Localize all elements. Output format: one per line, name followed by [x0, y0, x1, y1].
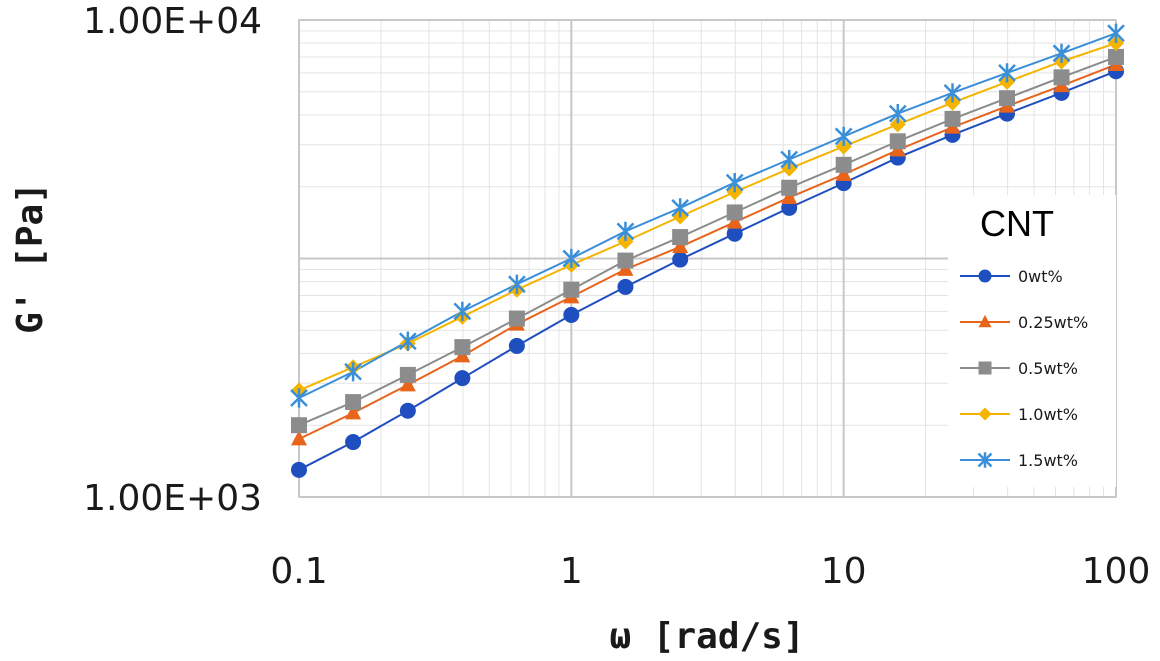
x-tick-label: 0.1 [270, 551, 327, 592]
data-point [835, 138, 852, 155]
data-point [508, 310, 525, 327]
data-point [1108, 48, 1124, 65]
legend-marker [978, 314, 992, 328]
data-point [781, 179, 798, 196]
y-tick-labels: 1.00E+031.00E+041.00E+05 [83, 1, 262, 519]
data-point [291, 461, 307, 478]
data-point [508, 337, 525, 354]
x-tick-label: 100 [1082, 551, 1151, 592]
data-point [1108, 35, 1124, 52]
data-point [562, 248, 581, 269]
data-point [345, 394, 362, 411]
data-point [835, 165, 852, 181]
data-point [889, 133, 906, 150]
x-tick-label: 1 [560, 551, 583, 592]
legend-label: 0.25wt% [1018, 313, 1088, 332]
data-point [672, 237, 689, 254]
legend-marker [978, 269, 992, 283]
legend-label: 1.5wt% [1018, 451, 1078, 470]
data-point [725, 173, 744, 193]
data-point [671, 198, 690, 218]
series-line [298, 42, 1117, 392]
data-point [454, 370, 471, 387]
data-point [345, 404, 362, 420]
series-line [298, 55, 1117, 427]
data-point [834, 126, 853, 147]
data-point [780, 149, 799, 170]
data-point [998, 63, 1016, 83]
data-point [399, 402, 416, 419]
y-tick-label: 1.00E+04 [83, 1, 262, 42]
series-line [298, 63, 1117, 440]
data-point [344, 362, 362, 382]
data-point [889, 116, 906, 133]
legend-label: 1.0wt% [1018, 405, 1078, 424]
data-point [726, 204, 743, 221]
legend: CNT 0wt% 0.25wt% 0.5wt% 1.0wt% 1.5wt% [948, 195, 1116, 487]
data-point [944, 94, 961, 111]
data-point [399, 366, 416, 383]
y-axis-title: G' [Pa] [10, 182, 51, 334]
data-point [399, 376, 416, 392]
data-point [726, 213, 743, 229]
data-point [617, 278, 634, 295]
legend-marker [978, 361, 992, 375]
data-point [453, 301, 472, 322]
legend-background [948, 195, 1116, 487]
y-tick-label: 1.00E+03 [83, 478, 262, 519]
data-point [835, 156, 852, 173]
legend-label: 0.5wt% [1018, 359, 1078, 378]
data-point [507, 274, 526, 294]
data-point [672, 229, 689, 246]
legend-marker [978, 407, 992, 421]
data-point [616, 221, 635, 241]
legend-label: 0wt% [1018, 267, 1063, 286]
data-point [1053, 69, 1070, 86]
data-point [290, 388, 308, 408]
data-point [563, 281, 580, 298]
legend-items: 0wt% 0.25wt% 0.5wt% 1.0wt% 1.5wt% [960, 267, 1088, 470]
series-line [298, 32, 1117, 399]
data-point [944, 110, 961, 127]
series-lines [298, 32, 1117, 471]
data-point [398, 331, 417, 351]
x-tick-labels: 0.1 1 10 100 [270, 551, 1150, 592]
series-line [298, 70, 1117, 471]
data-point [888, 104, 907, 124]
x-tick-label: 10 [821, 551, 867, 592]
data-point [454, 339, 471, 356]
legend-title: CNT [980, 203, 1054, 244]
data-point [999, 90, 1016, 107]
data-point [672, 251, 689, 268]
data-point [345, 434, 362, 451]
series-markers [290, 23, 1125, 478]
data-point [617, 252, 634, 269]
data-point [943, 83, 962, 103]
data-point [291, 430, 307, 446]
x-axis-title: ω [rad/s] [609, 616, 804, 657]
data-point [726, 225, 743, 242]
data-point [1052, 43, 1071, 63]
data-point [617, 233, 634, 250]
data-point [781, 188, 798, 205]
data-point [563, 306, 580, 323]
data-point [1107, 23, 1125, 43]
data-point [291, 417, 307, 434]
legend-marker [977, 452, 993, 468]
